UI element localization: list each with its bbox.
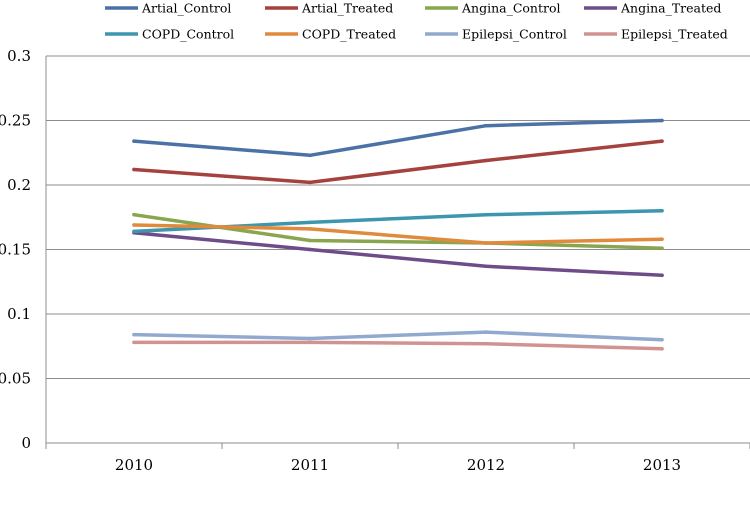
data-point-artial-control-2010	[132, 139, 136, 143]
data-point-copd-control-2012	[484, 212, 488, 217]
legend-label-angina-treated: Angina_Treated	[620, 1, 721, 16]
data-point-copd-control-2011	[308, 220, 312, 225]
series-line-epilepsi-control	[132, 330, 664, 342]
y-tick-label: 0.3	[7, 47, 31, 65]
data-point-artial-control-2012	[484, 123, 488, 128]
series-lines	[132, 118, 664, 351]
y-tick-label: 0	[21, 434, 31, 452]
data-point-epilepsi-treated-2013	[660, 347, 664, 351]
data-point-angina-treated-2011	[308, 247, 312, 252]
series-line-angina-treated	[132, 230, 664, 278]
data-point-angina-treated-2012	[484, 264, 488, 269]
data-point-angina-control-2013	[660, 246, 664, 250]
data-point-artial-treated-2012	[484, 158, 488, 163]
x-tick-label-2012: 2012	[467, 456, 505, 474]
series-line-copd-treated	[132, 223, 664, 245]
data-point-epilepsi-control-2010	[132, 332, 136, 337]
data-point-copd-treated-2013	[660, 237, 664, 241]
data-point-copd-treated-2010	[132, 223, 136, 227]
data-point-artial-treated-2011	[308, 180, 312, 185]
data-point-artial-control-2011	[308, 153, 312, 158]
data-point-epilepsi-treated-2011	[308, 340, 312, 345]
legend-label-epilepsi-treated: Epilepsi_Treated	[621, 27, 728, 42]
y-tick-label: 0.1	[7, 305, 31, 323]
x-tick-label-2013: 2013	[643, 456, 681, 474]
y-tick-label: 0.25	[0, 112, 31, 130]
data-point-artial-treated-2010	[132, 167, 136, 172]
data-point-copd-treated-2011	[308, 227, 312, 231]
data-point-copd-treated-2012	[484, 241, 488, 245]
data-point-angina-control-2011	[308, 238, 312, 243]
x-tick-label-2011: 2011	[291, 456, 329, 474]
series-line-epilepsi-treated	[132, 340, 664, 351]
series-line-artial-control	[132, 118, 664, 158]
legend-label-copd-control: COPD_Control	[142, 27, 234, 42]
x-tick-label-2010: 2010	[115, 456, 153, 474]
data-point-angina-treated-2013	[660, 273, 664, 278]
y-tick-label: 0.05	[0, 370, 31, 388]
data-point-epilepsi-control-2013	[660, 338, 664, 342]
data-point-angina-control-2010	[132, 212, 136, 217]
legend-label-copd-treated: COPD_Treated	[302, 27, 396, 42]
y-tick-label: 0.2	[7, 176, 31, 194]
data-point-epilepsi-treated-2010	[132, 340, 136, 345]
y-tick-label: 0.15	[0, 241, 31, 259]
legend-label-angina-control: Angina_Control	[461, 1, 561, 16]
data-point-copd-control-2013	[660, 209, 664, 213]
legend: Artial_Control Artial_Treated Angina_Contr…	[105, 1, 728, 42]
data-point-artial-control-2013	[660, 118, 664, 123]
legend-label-artial-treated: Artial_Treated	[301, 1, 393, 16]
legend-label-artial-control: Artial_Control	[141, 1, 231, 16]
data-point-epilepsi-control-2011	[308, 336, 312, 341]
data-point-copd-control-2010	[132, 229, 136, 234]
series-line-artial-treated	[132, 139, 664, 185]
data-point-artial-treated-2013	[660, 139, 664, 143]
data-point-epilepsi-control-2012	[484, 330, 488, 334]
data-point-epilepsi-treated-2012	[484, 341, 488, 346]
axes: 0 0.05 0.1 0.15 0.2 0.25 0.3 2010 2011 2012 2013	[0, 47, 750, 474]
legend-label-epilepsi-control: Epilepsi_Control	[462, 27, 567, 42]
